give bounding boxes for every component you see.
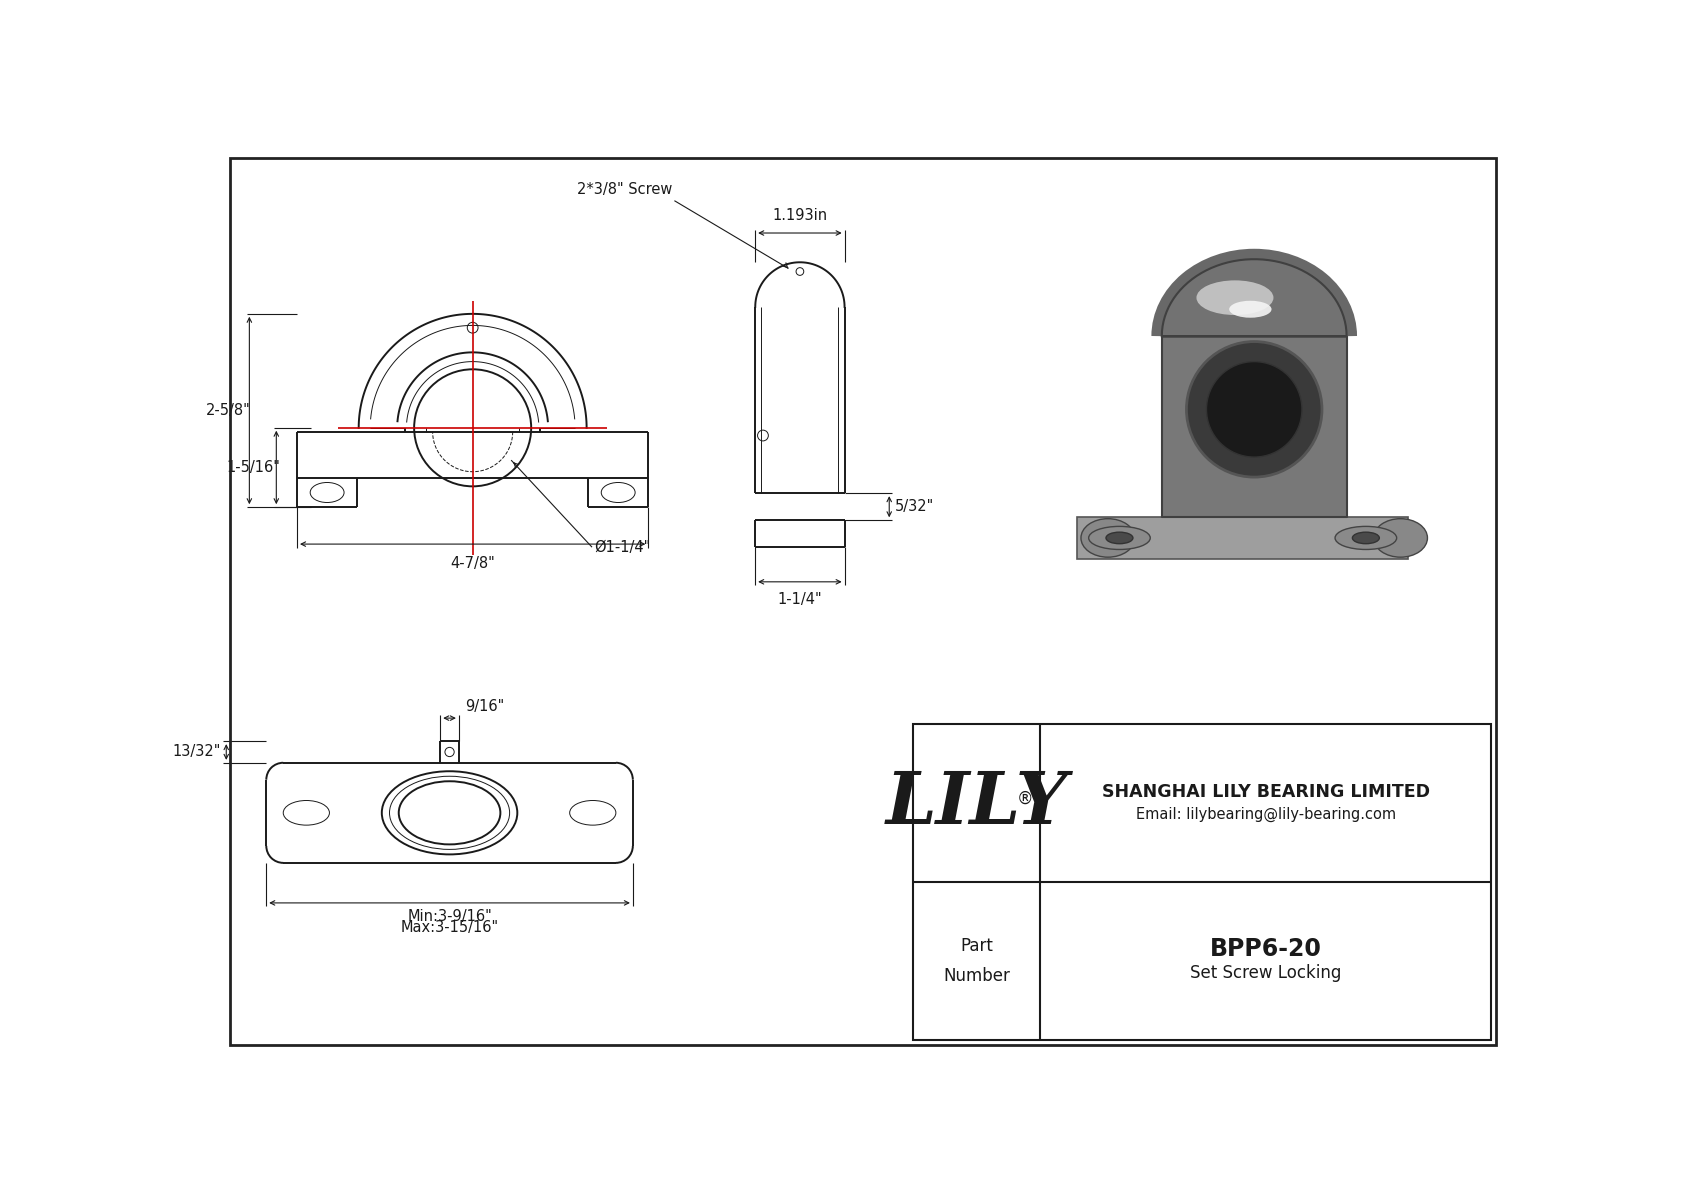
Ellipse shape	[1106, 532, 1133, 544]
Text: 5/32": 5/32"	[894, 499, 935, 515]
Text: 2*3/8" Screw: 2*3/8" Screw	[576, 182, 672, 197]
Text: Set Screw Locking: Set Screw Locking	[1191, 965, 1342, 983]
Ellipse shape	[1335, 526, 1396, 549]
Text: Part
Number: Part Number	[943, 937, 1010, 985]
Text: 1-1/4": 1-1/4"	[778, 592, 822, 607]
Ellipse shape	[1088, 526, 1150, 549]
Text: 1.193in: 1.193in	[773, 208, 827, 223]
Circle shape	[1206, 362, 1302, 457]
Text: 2-5/8": 2-5/8"	[205, 403, 251, 418]
Ellipse shape	[1352, 532, 1379, 544]
Text: ®: ®	[1017, 790, 1034, 807]
Bar	[1034, 168, 1489, 712]
Bar	[1162, 336, 1347, 517]
Text: BPP6-20: BPP6-20	[1209, 937, 1322, 961]
Ellipse shape	[1374, 518, 1428, 557]
Polygon shape	[1078, 517, 1408, 560]
Text: Min:3-9/16": Min:3-9/16"	[408, 909, 492, 924]
Text: Email: lilybearing@lily-bearing.com: Email: lilybearing@lily-bearing.com	[1135, 807, 1396, 822]
Text: Max:3-15/16": Max:3-15/16"	[401, 919, 498, 935]
Ellipse shape	[1081, 518, 1135, 557]
Text: 13/32": 13/32"	[172, 744, 221, 760]
Text: SHANGHAI LILY BEARING LIMITED: SHANGHAI LILY BEARING LIMITED	[1101, 782, 1430, 800]
Polygon shape	[1162, 260, 1347, 336]
Ellipse shape	[1196, 280, 1273, 314]
Ellipse shape	[1229, 301, 1271, 318]
Text: LILY: LILY	[886, 768, 1068, 838]
Bar	[913, 724, 1492, 1040]
Text: 9/16": 9/16"	[465, 699, 504, 715]
Text: 4-7/8": 4-7/8"	[450, 556, 495, 570]
Text: Ø1-1/4": Ø1-1/4"	[594, 540, 650, 555]
Text: 1-5/16": 1-5/16"	[226, 460, 280, 475]
Circle shape	[1187, 342, 1322, 478]
